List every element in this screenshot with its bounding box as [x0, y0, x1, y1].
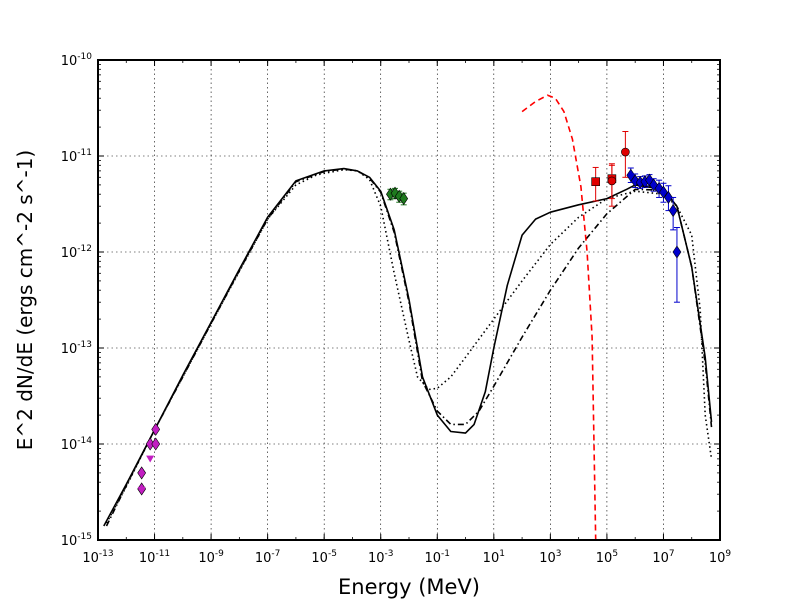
y-tick-exponent: -12	[77, 244, 92, 254]
data-point-blue	[672, 245, 682, 259]
x-tick-exponent: -1	[441, 549, 450, 559]
x-tick-base: 10	[198, 551, 215, 566]
x-tick-base: 10	[709, 551, 726, 566]
x-tick-base: 10	[139, 551, 156, 566]
x-tick-label: 10-9	[198, 549, 224, 566]
x-tick-exponent: 1	[499, 549, 505, 559]
data-point-red	[591, 177, 600, 186]
x-tick-label: 10-13	[82, 549, 113, 566]
data-point-red-circles	[607, 176, 617, 186]
x-tick-base: 10	[311, 551, 328, 566]
y-tick-base: 10	[61, 438, 78, 453]
x-tick-label: 10-1	[425, 549, 451, 566]
x-tick-base: 10	[596, 551, 613, 566]
x-tick-label: 10-3	[368, 549, 394, 566]
y-tick-exponent: -15	[77, 532, 92, 542]
data-point-blue	[668, 204, 678, 218]
y-tick-base: 10	[61, 246, 78, 261]
series-line-dashdot	[105, 168, 713, 527]
y-tick-exponent: -13	[77, 340, 92, 350]
y-tick-label: 10-12	[61, 244, 92, 261]
x-tick-exponent: 9	[725, 549, 731, 559]
x-tick-exponent: 3	[556, 549, 562, 559]
x-tick-exponent: -11	[155, 549, 170, 559]
x-tick-base: 10	[652, 551, 669, 566]
y-axis-label-text: E^2 dN/dE (ergs cm^-2 s^-1)	[13, 150, 37, 450]
y-tick-exponent: -14	[77, 436, 92, 446]
x-tick-exponent: 5	[612, 549, 618, 559]
series-line-solid	[103, 167, 713, 527]
x-tick-label: 10-11	[139, 549, 170, 566]
x-tick-exponent: -3	[385, 549, 394, 559]
plot-frame	[97, 59, 721, 541]
series-line-dashed	[521, 94, 597, 541]
x-tick-exponent: -13	[99, 549, 114, 559]
x-tick-label: 109	[709, 549, 732, 566]
data-point-magenta	[151, 422, 161, 436]
x-tick-base: 10	[425, 551, 442, 566]
y-tick-base: 10	[61, 534, 78, 549]
x-tick-label: 10-5	[311, 549, 337, 566]
x-tick-base: 10	[368, 551, 385, 566]
y-tick-label: 10-10	[61, 52, 93, 69]
x-tick-label: 10-7	[255, 549, 281, 566]
x-tick-base: 10	[82, 551, 99, 566]
data-points	[137, 130, 682, 496]
x-tick-labels: 10-13 10-11 10-9 10-7 10-5 10-3 10-1 101 103 105 1…	[82, 549, 731, 566]
data-point-blue	[659, 185, 668, 199]
data-point-magenta	[151, 437, 161, 451]
x-tick-label: 103	[539, 549, 561, 566]
x-tick-base: 10	[483, 551, 500, 566]
y-tick-label: 10-11	[61, 148, 92, 165]
y-tick-exponent: -10	[77, 52, 92, 62]
data-point-blue	[664, 190, 673, 204]
data-point-magenta	[137, 466, 147, 480]
x-tick-base: 10	[255, 551, 272, 566]
data-point-magenta-upper-limits	[137, 486, 146, 494]
x-tick-exponent: -5	[328, 549, 337, 559]
y-tick-label: 10-13	[61, 340, 92, 357]
model-curves	[103, 94, 713, 541]
y-tick-exponent: -11	[77, 148, 92, 158]
x-tick-label: 101	[483, 549, 505, 566]
y-tick-base: 10	[61, 342, 78, 357]
x-tick-label: 105	[596, 549, 618, 566]
data-point-magenta-upper-limits	[146, 455, 155, 463]
data-point-green	[399, 192, 409, 206]
y-axis-label: E^2 dN/dE (ergs cm^-2 s^-1)	[13, 150, 37, 450]
x-tick-exponent: -7	[271, 549, 280, 559]
x-tick-exponent: 7	[669, 549, 675, 559]
y-tick-label: 10-14	[61, 436, 93, 453]
series-line-dotted	[105, 168, 713, 524]
y-tick-base: 10	[61, 54, 78, 69]
grid-lines	[98, 60, 720, 540]
x-tick-exponent: -9	[215, 549, 224, 559]
data-point-red-circles	[621, 147, 630, 157]
y-tick-base: 10	[61, 150, 78, 165]
x-tick-base: 10	[539, 551, 556, 566]
y-tick-label: 10-15	[61, 532, 92, 549]
x-axis-label: Energy (MeV)	[338, 575, 480, 599]
x-tick-label: 107	[652, 549, 674, 566]
